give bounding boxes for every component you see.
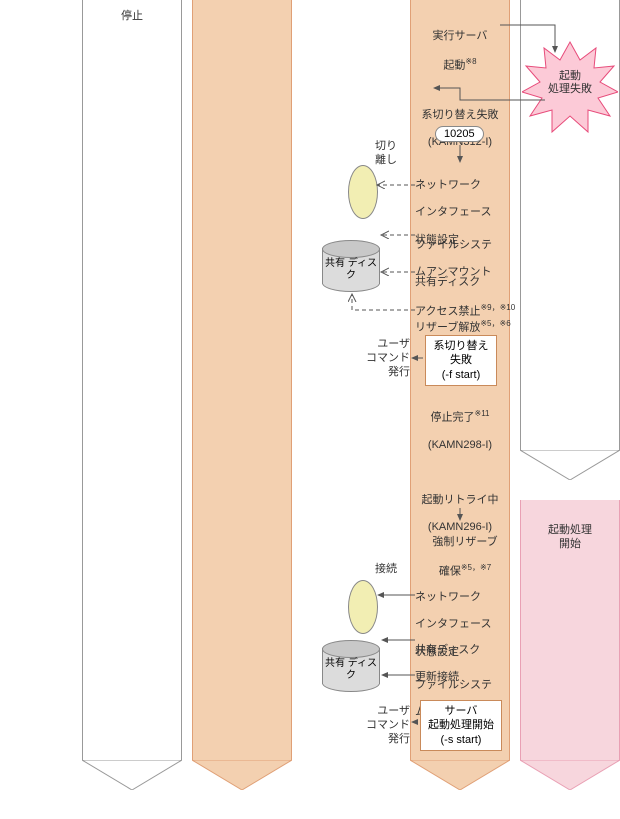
lane-a-stop-label: 停止 xyxy=(82,10,182,24)
disk-upper: 共有 ディスク xyxy=(322,240,380,292)
c-s9: 強制リザーブ 確保※5，※7 xyxy=(410,522,520,580)
d2-label: 起動処理開始 xyxy=(520,510,620,551)
ellipse-lower xyxy=(348,580,378,634)
c-s1: 実行サーバ 起動※8 xyxy=(410,16,510,74)
user-cmd-lower: ユーザ コマンド 発行 xyxy=(360,705,410,746)
connect-label: 接続 xyxy=(370,563,402,577)
c-box1: 系切り替え 失敗 (-f start) xyxy=(425,335,497,386)
disk-lower: 共有 ディスク xyxy=(322,640,380,692)
c-s6: リザーブ解放※5，※6 xyxy=(415,305,525,335)
user-cmd-upper: ユーザ コマンド 発行 xyxy=(360,338,410,379)
c-s7: 停止完了※11 (KAMN298-I) xyxy=(410,395,510,453)
c-box2: サーバ 起動処理開始 (-s start) xyxy=(420,700,502,751)
detach-label: 切り 離し xyxy=(370,140,402,168)
ellipse-upper xyxy=(348,165,378,219)
startup-fail-burst: 起動処理失敗 xyxy=(522,40,618,136)
c-pill: 10205 xyxy=(435,126,484,142)
